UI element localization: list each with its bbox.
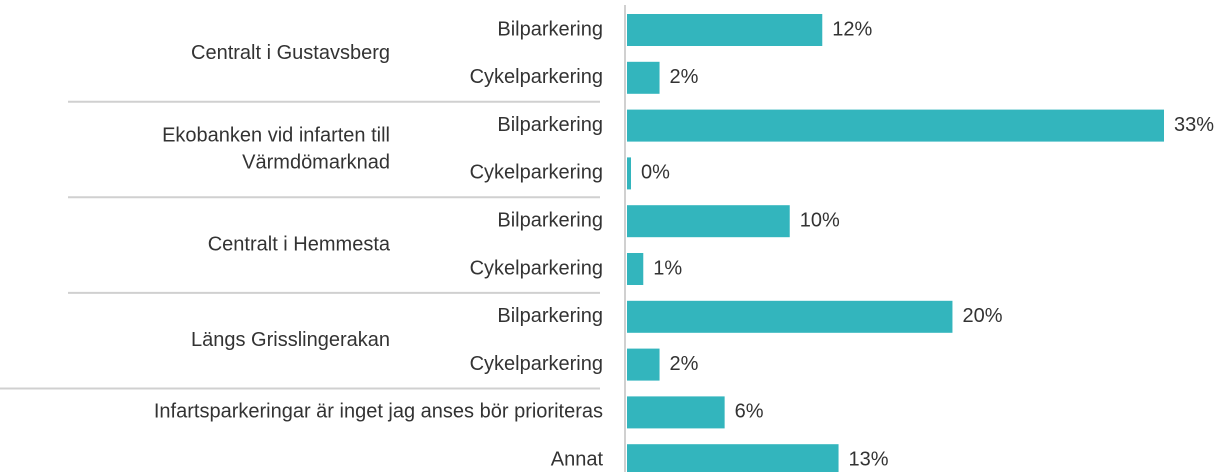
bar [627, 396, 725, 429]
value-label: 1% [653, 257, 682, 279]
bar [627, 61, 660, 94]
value-label: 13% [849, 448, 889, 470]
bar [627, 348, 660, 381]
value-label: 2% [670, 66, 699, 88]
category-label: Bilparkering [497, 114, 603, 136]
bar [627, 253, 644, 285]
value-label: 20% [962, 305, 1002, 327]
bar [627, 300, 953, 333]
bar [627, 157, 631, 190]
value-label: 12% [832, 18, 872, 40]
value-label: 2% [670, 353, 699, 375]
value-label: 33% [1174, 114, 1214, 136]
bar [627, 14, 823, 46]
bar [627, 444, 839, 472]
category-label: Infartsparkeringar är inget jag anses bö… [154, 401, 603, 423]
value-label: 10% [800, 209, 840, 231]
category-label: Cykelparkering [470, 257, 603, 279]
category-label: Cykelparkering [470, 353, 603, 375]
category-label: Cykelparkering [470, 162, 603, 184]
category-label: Cykelparkering [470, 66, 603, 88]
category-label: Bilparkering [497, 209, 603, 231]
group-label: Ekobanken vid infarten till [162, 124, 390, 146]
category-label: Bilparkering [497, 305, 603, 327]
group-label: Värmdömarknad [242, 151, 390, 173]
group-label: Centralt i Gustavsberg [191, 42, 390, 64]
bar [627, 205, 790, 238]
bar [627, 109, 1164, 142]
value-label: 6% [735, 401, 764, 423]
value-label: 0% [641, 162, 670, 184]
category-label: Bilparkering [497, 18, 603, 40]
category-label: Annat [551, 448, 604, 470]
group-label: Centralt i Hemmesta [208, 233, 391, 255]
group-label: Längs Grisslingerakan [191, 329, 390, 351]
